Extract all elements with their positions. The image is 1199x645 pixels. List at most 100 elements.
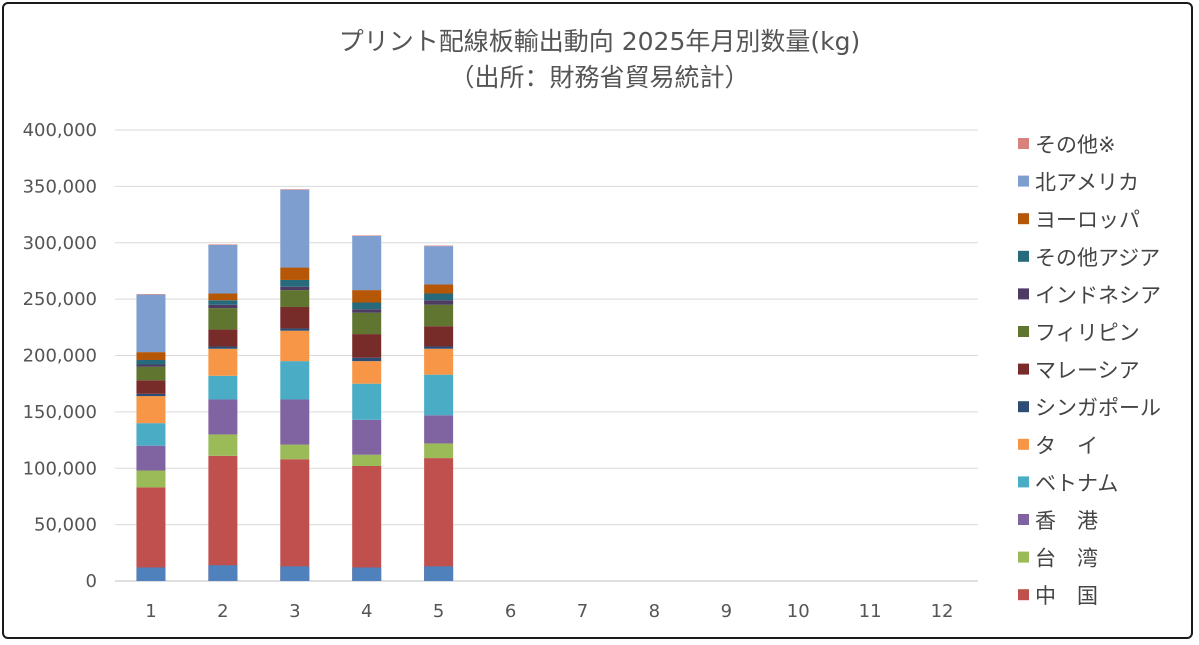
- bar-segment: [280, 286, 310, 291]
- legend-swatch: [1018, 288, 1029, 300]
- bar-segment: [352, 302, 382, 310]
- bar-segment: [136, 445, 166, 471]
- bar-base-segment: [352, 567, 382, 581]
- bar-segment: [424, 293, 454, 301]
- legend-label: ヨーロッパ: [1035, 208, 1140, 232]
- legend-label: その他※: [1035, 133, 1116, 157]
- bar-segment: [208, 245, 238, 294]
- legend-swatch: [1018, 401, 1029, 413]
- bar-segment: [280, 189, 310, 268]
- y-tick-label: 50,000: [34, 515, 97, 536]
- bar-segment: [424, 304, 454, 327]
- y-tick-label: 250,000: [23, 289, 97, 310]
- x-tick-label: 5: [433, 601, 444, 622]
- y-tick-label: 150,000: [23, 402, 97, 423]
- x-tick-label: 1: [145, 601, 156, 622]
- legend-label: フィリピン: [1035, 321, 1140, 345]
- x-tick-label: 3: [289, 601, 300, 622]
- bar-segment: [424, 246, 454, 285]
- bar-segment: [208, 346, 238, 349]
- legend-swatch: [1018, 589, 1029, 601]
- bar-segment: [280, 189, 310, 190]
- x-tick-label: 7: [577, 601, 588, 622]
- y-tick-label: 100,000: [23, 458, 97, 479]
- bar-segment: [352, 290, 382, 303]
- bar-segment: [208, 308, 238, 330]
- legend-label: 北アメリカ: [1035, 171, 1139, 195]
- y-tick-label: 400,000: [23, 120, 97, 141]
- legend-swatch: [1018, 514, 1029, 525]
- bar-segment: [424, 415, 454, 444]
- bar-segment: [424, 348, 454, 375]
- bar-segment: [352, 357, 382, 362]
- bars: [136, 189, 454, 581]
- bar-segment: [208, 304, 238, 309]
- bar-segment: [352, 454, 382, 466]
- y-tick-label: 0: [86, 571, 97, 592]
- y-tick-label: 200,000: [23, 346, 97, 367]
- legend-swatch: [1018, 326, 1029, 337]
- bar-segment: [136, 364, 166, 367]
- bar-segment: [208, 455, 238, 581]
- bar-segment: [280, 399, 310, 445]
- legend-swatch: [1018, 476, 1029, 488]
- x-tick-label: 6: [505, 601, 516, 622]
- legend-swatch: [1018, 138, 1029, 149]
- bar-segment: [136, 360, 166, 365]
- legend-swatch: [1018, 363, 1029, 375]
- x-tick-label: 11: [859, 601, 882, 622]
- legend-swatch: [1018, 438, 1029, 450]
- x-tick-label: 4: [361, 601, 372, 622]
- bar-segment: [352, 419, 382, 455]
- legend-label: ベトナム: [1035, 471, 1118, 495]
- bar-segment: [352, 465, 382, 581]
- bar-segment: [280, 361, 310, 400]
- bar-segment: [424, 245, 454, 247]
- bar-segment: [208, 399, 238, 435]
- bar-segment: [136, 393, 166, 397]
- x-tick-label: 2: [217, 601, 228, 622]
- bar-segment: [280, 328, 310, 331]
- legend-label: その他アジア: [1035, 246, 1160, 270]
- legend-swatch: [1018, 250, 1029, 262]
- bar-segment: [280, 290, 310, 308]
- bar-segment: [136, 294, 166, 295]
- bar-segment: [424, 443, 454, 459]
- legend-swatch: [1018, 213, 1029, 225]
- bar-segment: [208, 244, 238, 246]
- bar-base-segment: [208, 565, 238, 581]
- bar-segment: [136, 396, 166, 424]
- bar-segment: [136, 352, 166, 361]
- bar-segment: [424, 346, 454, 349]
- bar-segment: [280, 307, 310, 329]
- legend: その他※ 北アメリカヨーロッパその他アジアインドネシアフィリピンマレーシアシンガポ…: [1018, 133, 1161, 608]
- legend-label: シンガポール: [1035, 396, 1161, 420]
- x-tick-label: 10: [787, 601, 810, 622]
- legend-label: タ イ: [1035, 434, 1098, 458]
- bar-segment: [424, 374, 454, 416]
- x-tick-label: 9: [721, 601, 732, 622]
- bar-segment: [136, 487, 166, 581]
- bar-segment: [208, 375, 238, 400]
- bar-segment: [280, 279, 310, 287]
- bar-segment: [352, 235, 382, 291]
- legend-label: 中 国: [1035, 584, 1098, 608]
- bar-segment: [136, 366, 166, 381]
- bar-segment: [208, 329, 238, 347]
- bar-segment: [136, 423, 166, 446]
- legend-label: 香 港: [1035, 509, 1098, 533]
- bar-segment: [424, 458, 454, 581]
- bar-segment: [352, 309, 382, 313]
- bar-base-segment: [280, 566, 310, 581]
- y-tick-label: 300,000: [23, 233, 97, 254]
- bar-segment: [280, 267, 310, 280]
- bar-segment: [280, 459, 310, 581]
- legend-swatch: [1018, 551, 1029, 563]
- bar-segment: [208, 293, 238, 301]
- chart-title: プリント配線板輸出動向 2025年月別数量(kg): [338, 27, 861, 56]
- bar-segment: [352, 361, 382, 384]
- y-axis-ticks: 0 50,000 100,000 150,000 200,000 250,000 300,0…: [23, 120, 97, 592]
- legend-label: インドネシア: [1035, 283, 1161, 307]
